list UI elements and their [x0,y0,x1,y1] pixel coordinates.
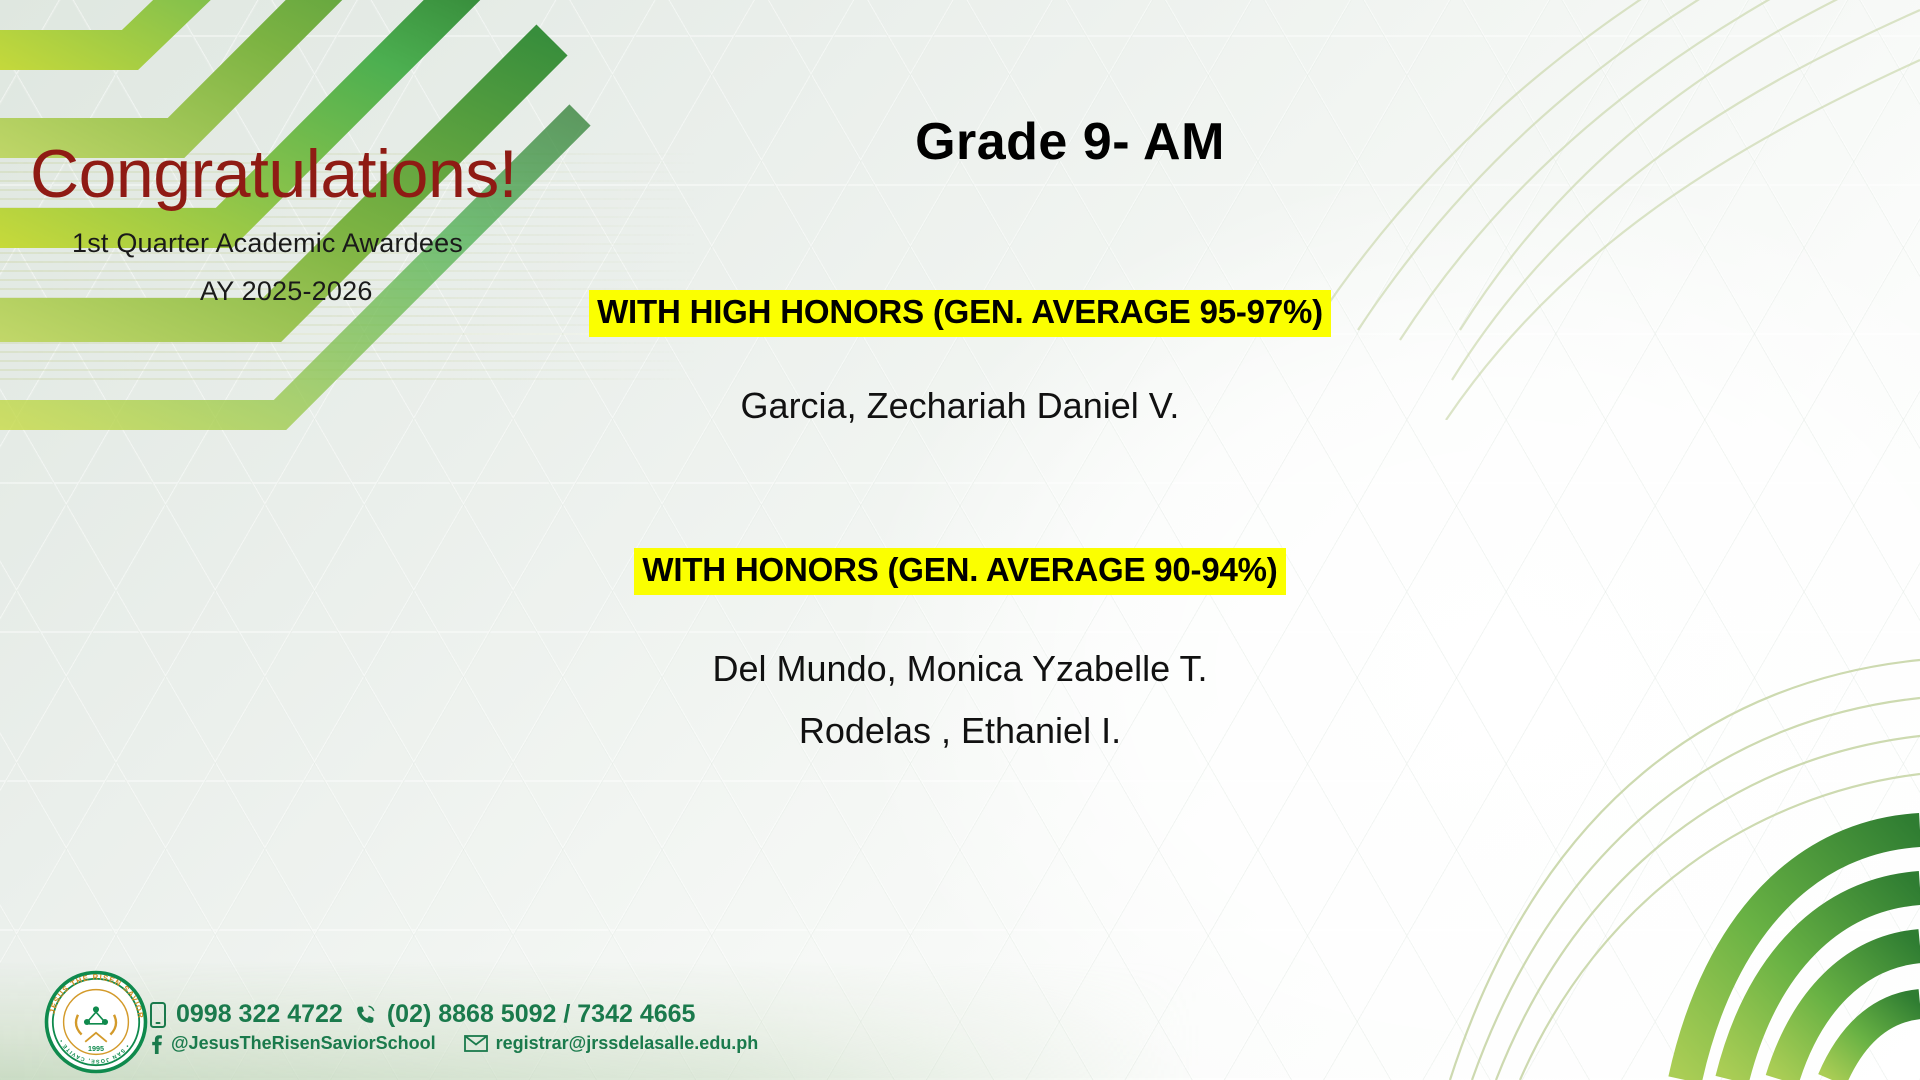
landline-number: (02) 8868 5092 / 7342 4665 [386,1000,696,1028]
mobile-number: 0998 322 4722 [176,1000,343,1028]
facebook-handle: @JesusTheRisenSaviorSchool [171,1033,436,1053]
high-honors-banner-row: WITH HIGH HONORS (GEN. AVERAGE 95-97%) [0,290,1920,337]
subtitle-academic-year: AY 2025-2026 [200,276,373,306]
swoosh-lines-top-right [1313,0,1920,420]
registrar-email: registrar@jrssdelasalle.edu.ph [495,1033,759,1053]
mobile-phone-icon [150,1001,166,1028]
high-honors-banner: WITH HIGH HONORS (GEN. AVERAGE 95-97%) [589,290,1331,337]
awardee-name: Del Mundo, Monica Yzabelle T. [712,648,1208,689]
awardee-name: Garcia, Zechariah Daniel V. [740,385,1180,426]
grade-section-title: Grade 9- AM [915,113,1225,171]
footer-contact-block: 0998 322 4722 (02) 8868 5092 / 7342 4665… [150,1000,758,1054]
congratulations-heading: Congratulations! [30,136,518,212]
telephone-icon [353,1003,377,1027]
honors-banner-row: WITH HONORS (GEN. AVERAGE 90-94%) [0,548,1920,595]
honors-banner: WITH HONORS (GEN. AVERAGE 90-94%) [634,548,1286,595]
facebook-icon [150,1034,163,1054]
awardee-name: Rodelas , Ethaniel I. [798,710,1122,751]
footer-phone-line: 0998 322 4722 (02) 8868 5092 / 7342 4665 [150,1000,758,1029]
school-seal-logo: JESUS THE RISEN SAVIOR SCHOOL INTERNATIO… [42,968,148,1074]
subtitle-quarter: 1st Quarter Academic Awardees [72,228,463,258]
envelope-icon [463,1035,488,1052]
footer-social-line: @JesusTheRisenSaviorSchool registrar@jrs… [150,1033,758,1054]
svg-text:1995: 1995 [88,1044,104,1053]
